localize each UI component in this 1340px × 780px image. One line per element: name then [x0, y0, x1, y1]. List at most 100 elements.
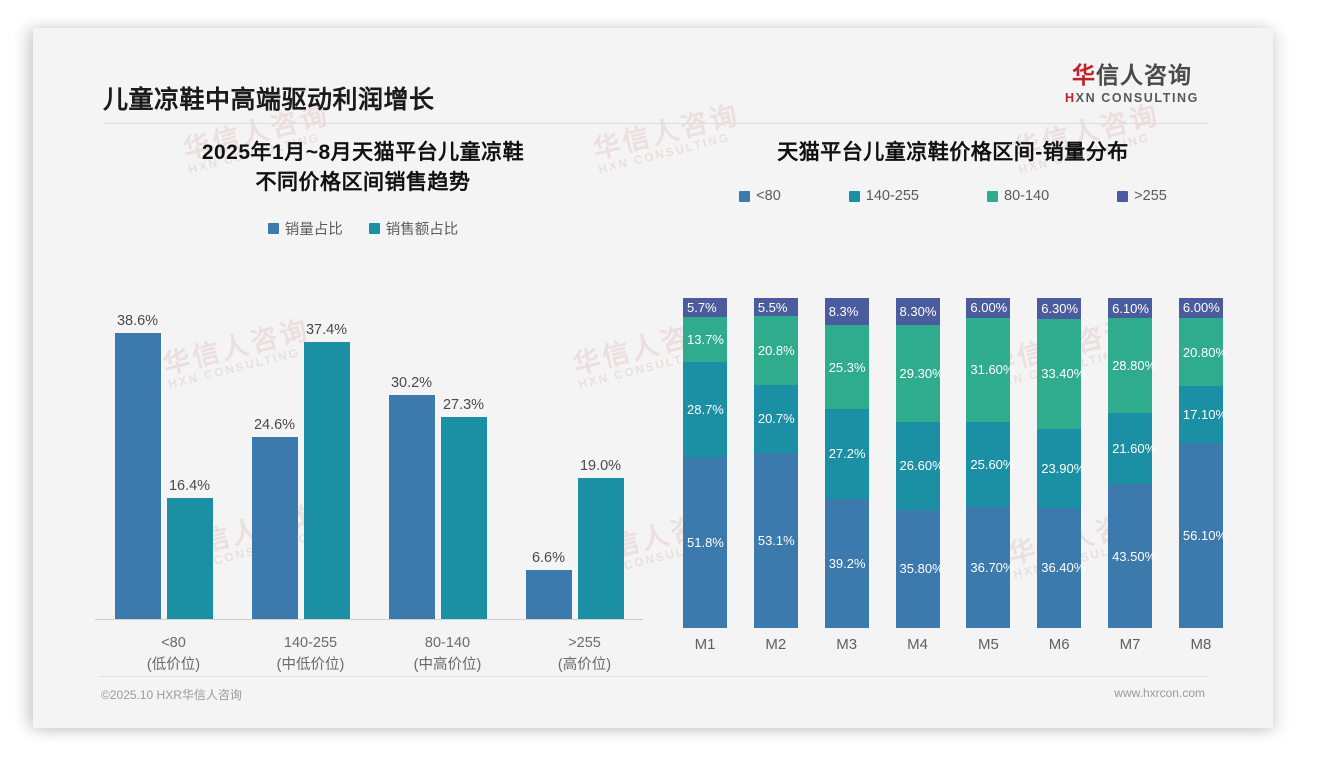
legend-item-3[interactable]: >255	[1117, 188, 1167, 204]
stack-segment[interactable]: 35.80%	[895, 509, 944, 628]
stacked-bar[interactable]: 6.00% 31.60% 25.60% 36.70%	[966, 298, 1014, 628]
segment-value-label: 6.00%	[1182, 300, 1220, 316]
stacked-bar[interactable]: 5.7% 13.7% 28.7% 51.8%	[683, 298, 727, 628]
bar-group: 6.6% 19.0%	[525, 308, 624, 619]
stacked-bar[interactable]: 8.30% 29.30% 26.60% 35.80%	[895, 298, 944, 628]
stack-segment[interactable]: 20.8%	[753, 316, 798, 385]
stack-segment[interactable]: 8.3%	[824, 298, 869, 326]
slide-header: 儿童凉鞋中高端驱动利润增长 华信人咨询 HXN CONSULTING	[33, 28, 1273, 124]
right-chart-legend: <80 140-255 80-140 >255	[673, 188, 1233, 204]
logo-english-text: HXN CONSULTING	[1057, 91, 1207, 105]
stack-segment[interactable]: 25.3%	[824, 325, 869, 409]
segment-value-label: 6.10%	[1112, 300, 1149, 316]
segment-value-label: 21.60%	[1112, 441, 1157, 457]
legend-item-1[interactable]: 140-255	[848, 188, 919, 204]
stack-segment[interactable]: 39.2%	[824, 498, 869, 628]
bar-value-label: 24.6%	[253, 416, 296, 433]
legend-swatch-icon	[739, 190, 751, 202]
bar-wrapper: 38.6%	[114, 308, 161, 619]
x-axis-line	[95, 619, 643, 620]
bar[interactable]	[388, 395, 435, 619]
segment-value-label: 35.80%	[899, 561, 944, 577]
bar[interactable]	[166, 497, 213, 619]
segment-value-label: 31.60%	[970, 362, 1015, 378]
stacked-bar[interactable]: 8.3% 25.3% 27.2% 39.2%	[824, 298, 869, 628]
bar[interactable]	[440, 416, 487, 619]
bar[interactable]	[303, 342, 350, 619]
bar[interactable]	[577, 478, 624, 619]
segment-value-label: 51.8%	[687, 534, 724, 550]
segment-value-label: 13.7%	[687, 331, 724, 347]
stack-segment[interactable]: 56.10%	[1178, 442, 1227, 628]
stack-segment[interactable]: 6.30%	[1037, 298, 1082, 319]
stack-segment[interactable]: 5.5%	[753, 298, 798, 317]
stacked-bar[interactable]: 6.10% 28.80% 21.60% 43.50%	[1108, 298, 1156, 628]
bar[interactable]	[251, 436, 298, 619]
legend-swatch-icon	[1117, 190, 1129, 202]
legend-label: 销量占比	[284, 222, 343, 238]
stacked-bar[interactable]: 6.30% 33.40% 23.90% 36.40%	[1037, 298, 1085, 628]
legend-swatch-icon	[848, 190, 860, 202]
x-axis-label: M5	[977, 636, 999, 653]
bar-wrapper: 30.2%	[388, 308, 435, 619]
stack-segment[interactable]: 20.80%	[1178, 317, 1227, 387]
stack-segment[interactable]: 21.60%	[1108, 413, 1156, 485]
stack-segment[interactable]: 36.70%	[966, 506, 1014, 628]
bar[interactable]	[114, 333, 161, 619]
bar-value-label: 6.6%	[531, 550, 566, 567]
legend-swatch-icon	[267, 223, 279, 234]
segment-value-label: 36.40%	[1041, 560, 1086, 576]
segment-value-label: 6.00%	[970, 300, 1008, 316]
bar-wrapper: 16.4%	[166, 308, 213, 619]
stack-segment[interactable]: 28.80%	[1108, 318, 1156, 414]
x-axis-label-sub: (低价位)	[146, 657, 201, 673]
left-chart-title: 2025年1月~8月天猫平台儿童凉鞋 不同价格区间销售趋势	[73, 138, 653, 198]
stack-segment[interactable]: 6.00%	[1178, 298, 1223, 318]
legend-item-2[interactable]: 80-140	[987, 188, 1049, 204]
bar-wrapper: 6.6%	[525, 308, 572, 619]
stacked-bar[interactable]: 5.5% 20.8% 20.7% 53.1%	[753, 298, 798, 628]
stack-segment[interactable]: 29.30%	[895, 325, 944, 423]
stack-segment[interactable]: 43.50%	[1108, 484, 1156, 628]
stack-segment[interactable]: 6.10%	[1108, 298, 1153, 319]
stack-segment[interactable]: 28.7%	[683, 362, 727, 457]
stack-segment[interactable]: 33.40%	[1037, 318, 1085, 429]
header-divider	[103, 123, 1208, 124]
stack-segment[interactable]: 17.10%	[1178, 386, 1227, 443]
legend-label: <80	[756, 188, 781, 204]
bar[interactable]	[525, 570, 572, 619]
stack-segment[interactable]: 25.60%	[966, 422, 1014, 507]
legend-item-0[interactable]: <80	[739, 188, 781, 204]
slide: 华信人咨询 HXN CONSULTING 华信人咨询 HXN CONSULTIN…	[33, 28, 1273, 728]
x-axis-label: M1	[694, 636, 716, 653]
segment-value-label: 5.5%	[757, 299, 788, 315]
stack-segment[interactable]: 53.1%	[753, 452, 798, 628]
x-axis-label: M3	[836, 636, 858, 653]
stack-segment[interactable]: 31.60%	[966, 317, 1014, 423]
segment-value-label: 23.90%	[1041, 460, 1086, 476]
right-chart-title: 天猫平台儿童凉鞋价格区间-销量分布	[777, 141, 1129, 164]
x-axis-label-main: 140-255	[283, 635, 338, 651]
legend-item-1[interactable]: 销售额占比	[368, 218, 458, 239]
legend-label: 80-140	[1004, 188, 1050, 204]
stack-segment[interactable]: 6.00%	[966, 298, 1011, 318]
legend-item-0[interactable]: 销量占比	[267, 218, 343, 239]
footer-website: www.hxrcon.com	[1114, 686, 1205, 700]
stack-segment[interactable]: 8.30%	[895, 298, 940, 326]
x-axis-label-sub: (中高价位)	[413, 657, 482, 673]
stack-segment[interactable]: 5.7%	[683, 298, 727, 317]
stack-segment[interactable]: 36.40%	[1037, 507, 1085, 628]
stacked-chart-x-labels: M1 M2 M3 M4 M5 M6 M7 M8	[683, 636, 1223, 653]
segment-value-label: 25.60%	[970, 456, 1015, 472]
stack-segment[interactable]: 27.2%	[824, 408, 869, 499]
stacked-bar[interactable]: 6.00% 20.80% 17.10% 56.10%	[1178, 298, 1227, 628]
segment-value-label: 39.2%	[828, 555, 866, 571]
stack-segment[interactable]: 26.60%	[895, 422, 944, 510]
legend-label: 140-255	[865, 188, 919, 204]
stack-segment[interactable]: 20.7%	[753, 384, 798, 453]
legend-swatch-icon	[368, 223, 380, 234]
stack-segment[interactable]: 13.7%	[683, 316, 727, 362]
stack-segment[interactable]: 23.90%	[1037, 429, 1085, 508]
logo-chinese-text: 华信人咨询	[1057, 62, 1207, 88]
stack-segment[interactable]: 51.8%	[683, 456, 727, 628]
